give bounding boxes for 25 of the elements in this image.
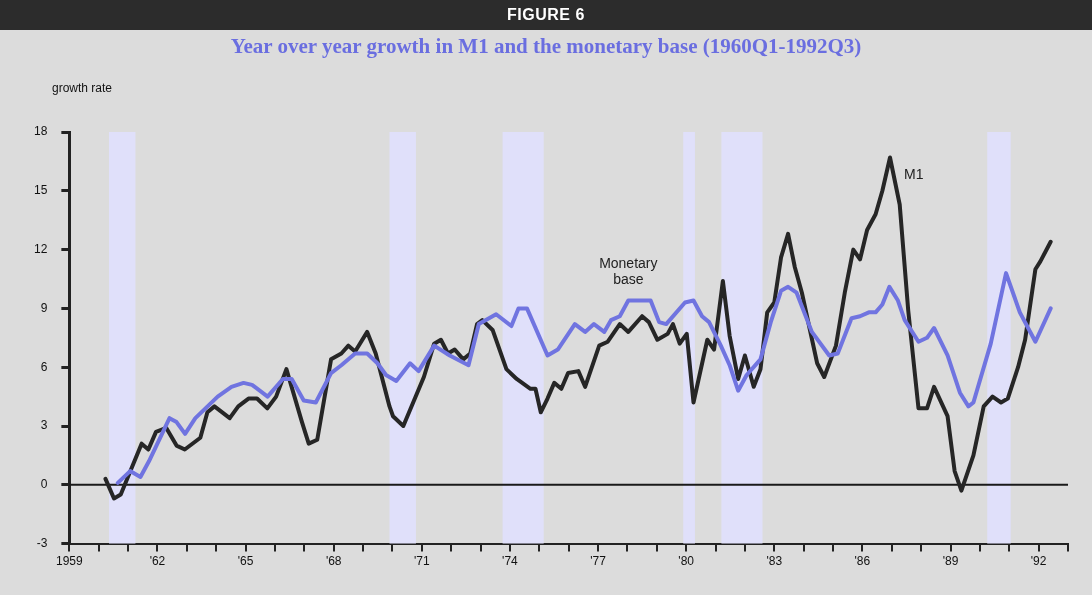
x-tick-label: '68 <box>325 554 342 569</box>
x-tick-label: '71 <box>413 554 430 569</box>
y-tick-label: 18 <box>33 124 48 139</box>
x-tick-label: 1959 <box>56 554 84 569</box>
annotation: Monetary base <box>599 255 658 288</box>
x-tick-label: '89 <box>942 554 959 569</box>
x-tick-label: '80 <box>678 554 695 569</box>
y-tick-label: -3 <box>36 535 48 550</box>
x-tick-label: '86 <box>854 554 871 569</box>
y-tick-label: 3 <box>40 418 48 433</box>
x-tick-label: '62 <box>149 554 166 569</box>
annotation: M1 <box>904 166 924 183</box>
x-tick-label: '74 <box>502 554 519 569</box>
y-tick-label: 6 <box>40 359 48 374</box>
x-tick-label: '92 <box>1030 554 1047 569</box>
y-tick-label: 0 <box>40 477 48 492</box>
x-tick-label: '83 <box>766 554 783 569</box>
chart-title: FIGURE 6 <box>0 0 1092 30</box>
x-tick-label: '77 <box>590 554 607 569</box>
y-tick-label: 15 <box>33 183 48 198</box>
y-axis-title: growth rate <box>52 81 113 95</box>
y-tick-label: 9 <box>40 300 48 315</box>
y-tick-label: 12 <box>33 241 48 256</box>
x-tick-label: '65 <box>237 554 254 569</box>
chart-subtitle: Year over year growth in M1 and the monetary base (1960Q1-1992Q3) <box>229 34 863 60</box>
